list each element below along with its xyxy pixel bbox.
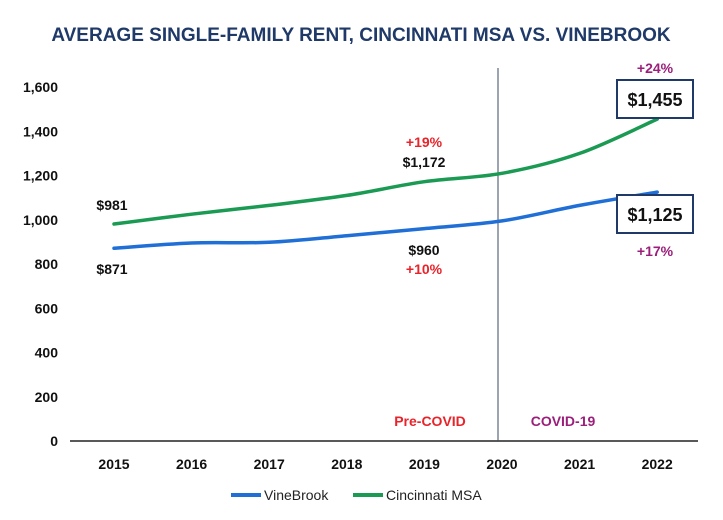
msa-end-pct-label: +24%	[637, 60, 674, 76]
y-tick-label: 600	[35, 300, 59, 316]
vb-end-value-box	[616, 194, 694, 234]
y-tick-label: 1,600	[23, 79, 58, 95]
x-tick-label: 2021	[564, 456, 595, 472]
y-tick-label: 1,400	[23, 123, 58, 139]
x-tick-label: 2016	[176, 456, 207, 472]
y-tick-label: 1,000	[23, 212, 58, 228]
vb-end-label: $1,125	[627, 205, 682, 225]
x-tick-label: 2017	[254, 456, 285, 472]
msa-end-value-box	[616, 79, 694, 119]
series-line-cincinnati-msa	[112, 117, 659, 226]
vb-mid-pct-label: +10%	[406, 261, 443, 277]
legend-label-cincinnati: Cincinnati MSA	[386, 487, 482, 503]
series-layer	[112, 117, 659, 251]
vb-end-pct-label: +17%	[637, 243, 674, 259]
msa-mid-pct-label: +19%	[406, 134, 443, 150]
series-line-vinebrook	[112, 190, 659, 251]
msa-start-label: $981	[96, 197, 127, 213]
vb-start-label: $871	[96, 261, 127, 277]
y-tick-label: 200	[35, 389, 59, 405]
y-axis: 0 200 400 600 800 1,000 1,200 1,400 1,600	[23, 79, 58, 449]
x-tick-label: 2015	[98, 456, 129, 472]
y-tick-label: 800	[35, 256, 59, 272]
y-tick-label: 1,200	[23, 168, 58, 184]
x-tick-label: 2022	[642, 456, 673, 472]
x-tick-label: 2020	[486, 456, 517, 472]
y-tick-label: 400	[35, 345, 59, 361]
pre-covid-label: Pre-COVID	[394, 413, 466, 429]
chart-title: AVERAGE SINGLE-FAMILY RENT, CINCINNATI M…	[51, 25, 671, 46]
msa-mid-label: $1,172	[403, 154, 446, 170]
legend: VineBrook Cincinnati MSA	[231, 487, 482, 503]
x-axis: 2015 2016 2017 2018 2019 2020 2021 2022	[70, 440, 698, 472]
x-tick-label: 2018	[331, 456, 362, 472]
covid-label: COVID-19	[531, 413, 596, 429]
x-tick-label: 2019	[409, 456, 440, 472]
legend-label-vinebrook: VineBrook	[264, 487, 329, 503]
msa-end-label: $1,455	[627, 90, 682, 110]
vb-mid-label: $960	[408, 242, 439, 258]
y-tick-label: 0	[50, 433, 58, 449]
